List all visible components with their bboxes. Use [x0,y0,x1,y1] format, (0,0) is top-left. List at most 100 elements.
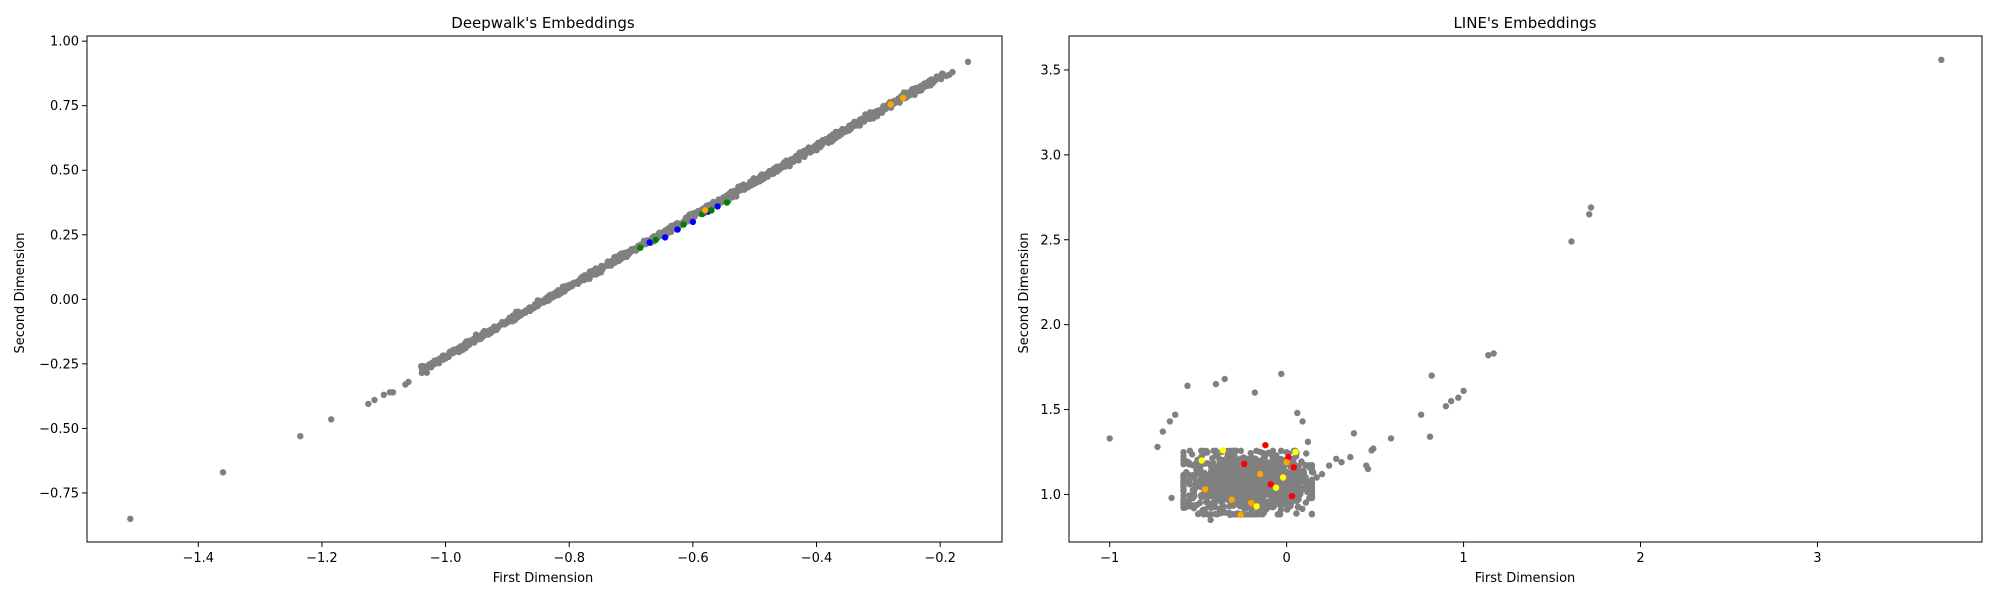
data-point [1166,418,1174,425]
data-point [1387,435,1395,442]
data-point [1207,516,1214,524]
y-tick-label: 1.5 [1040,403,1061,418]
data-point [1237,447,1245,454]
data-point [1368,447,1375,454]
x-tick-label: −1.0 [430,551,462,566]
plot-frame [1068,35,1983,543]
data-point [1263,501,1270,508]
y-tick-label: −0.50 [39,422,79,437]
data-point [1302,461,1309,469]
data-point [1232,456,1239,464]
deepwalk-embeddings-panel: Deepwalk's Embeddings First Dimension Se… [13,14,1003,586]
data-point [1428,372,1435,379]
data-point [1308,511,1316,518]
data-point [1283,459,1290,466]
data-point [1236,503,1244,510]
data-point [1212,380,1220,388]
y-tick-label: 0.00 [50,293,79,308]
data-point [1285,500,1292,507]
data-point [487,329,494,337]
data-point [219,469,227,476]
data-point [1204,494,1211,501]
data-point [1202,486,1209,493]
data-point [1245,467,1252,475]
data-point [1222,489,1230,496]
data-point [1333,455,1340,462]
data-point [1200,474,1208,481]
data-point [1295,462,1303,470]
data-point [297,433,304,440]
plot-frame [86,35,1003,543]
data-point [1302,499,1310,506]
data-point [1318,470,1326,478]
y-tick-label: 0.25 [50,228,79,243]
data-point [1275,501,1283,508]
data-point [882,103,889,111]
data-point [508,315,515,323]
x-tick-label: 3 [1813,551,1821,566]
data-point [943,72,950,80]
data-point [426,361,433,369]
data-point [829,132,836,140]
data-point [1186,447,1194,454]
data-point [1168,494,1175,502]
data-point [1204,499,1211,506]
data-point [1587,204,1595,211]
data-point [1275,491,1282,498]
data-point [1308,485,1316,492]
data-point [1310,469,1317,476]
data-point [665,228,673,236]
data-point [1303,450,1310,457]
data-point [1222,484,1230,491]
x-tick-label: −0.6 [677,551,709,566]
data-point [1274,511,1282,518]
data-point [1568,238,1575,245]
data-point [655,230,662,238]
y-tick-label: 1.0 [1040,488,1061,503]
data-point [1289,483,1296,490]
data-point [1154,443,1161,451]
data-point [1190,505,1198,512]
data-point [714,203,721,210]
data-point [1209,455,1216,462]
data-point [1305,478,1312,486]
data-point [1586,211,1593,218]
data-point [800,152,807,160]
data-point [646,239,653,246]
data-point [1218,493,1226,500]
y-axis-label: Second Dimension [13,232,28,353]
data-point [1350,430,1358,437]
data-point [542,295,550,303]
data-point [1196,464,1204,471]
axes: −1 0 1 2 3 1.0 1.5 2.0 2.5 3.0 3.5 [1040,35,1983,566]
data-point [1235,485,1242,493]
data-point [1180,488,1187,495]
data-point [1277,447,1285,454]
data-point [1106,435,1113,442]
data-point [1207,511,1214,518]
data-point [684,217,691,224]
data-point [1226,511,1234,518]
y-tick-label: 0.50 [50,164,79,179]
data-point [1236,495,1244,503]
data-point [1417,411,1425,418]
data-point [1460,387,1467,395]
data-point [566,283,574,290]
data-point [732,190,739,197]
data-point [1213,490,1221,497]
data-point [781,159,788,166]
data-point [1252,466,1259,473]
data-point [592,269,599,276]
data-point [637,244,644,251]
y-tick-label: 0.75 [50,99,79,114]
data-point [454,345,461,352]
data-point [844,126,851,133]
data-point [575,279,582,287]
x-axis-label: First Dimension [493,571,594,586]
data-point [1194,482,1201,489]
x-tick-label: −1.2 [306,551,338,566]
data-point [1308,493,1316,501]
x-tick-label: −1.4 [182,551,214,566]
data-point [1240,454,1247,461]
